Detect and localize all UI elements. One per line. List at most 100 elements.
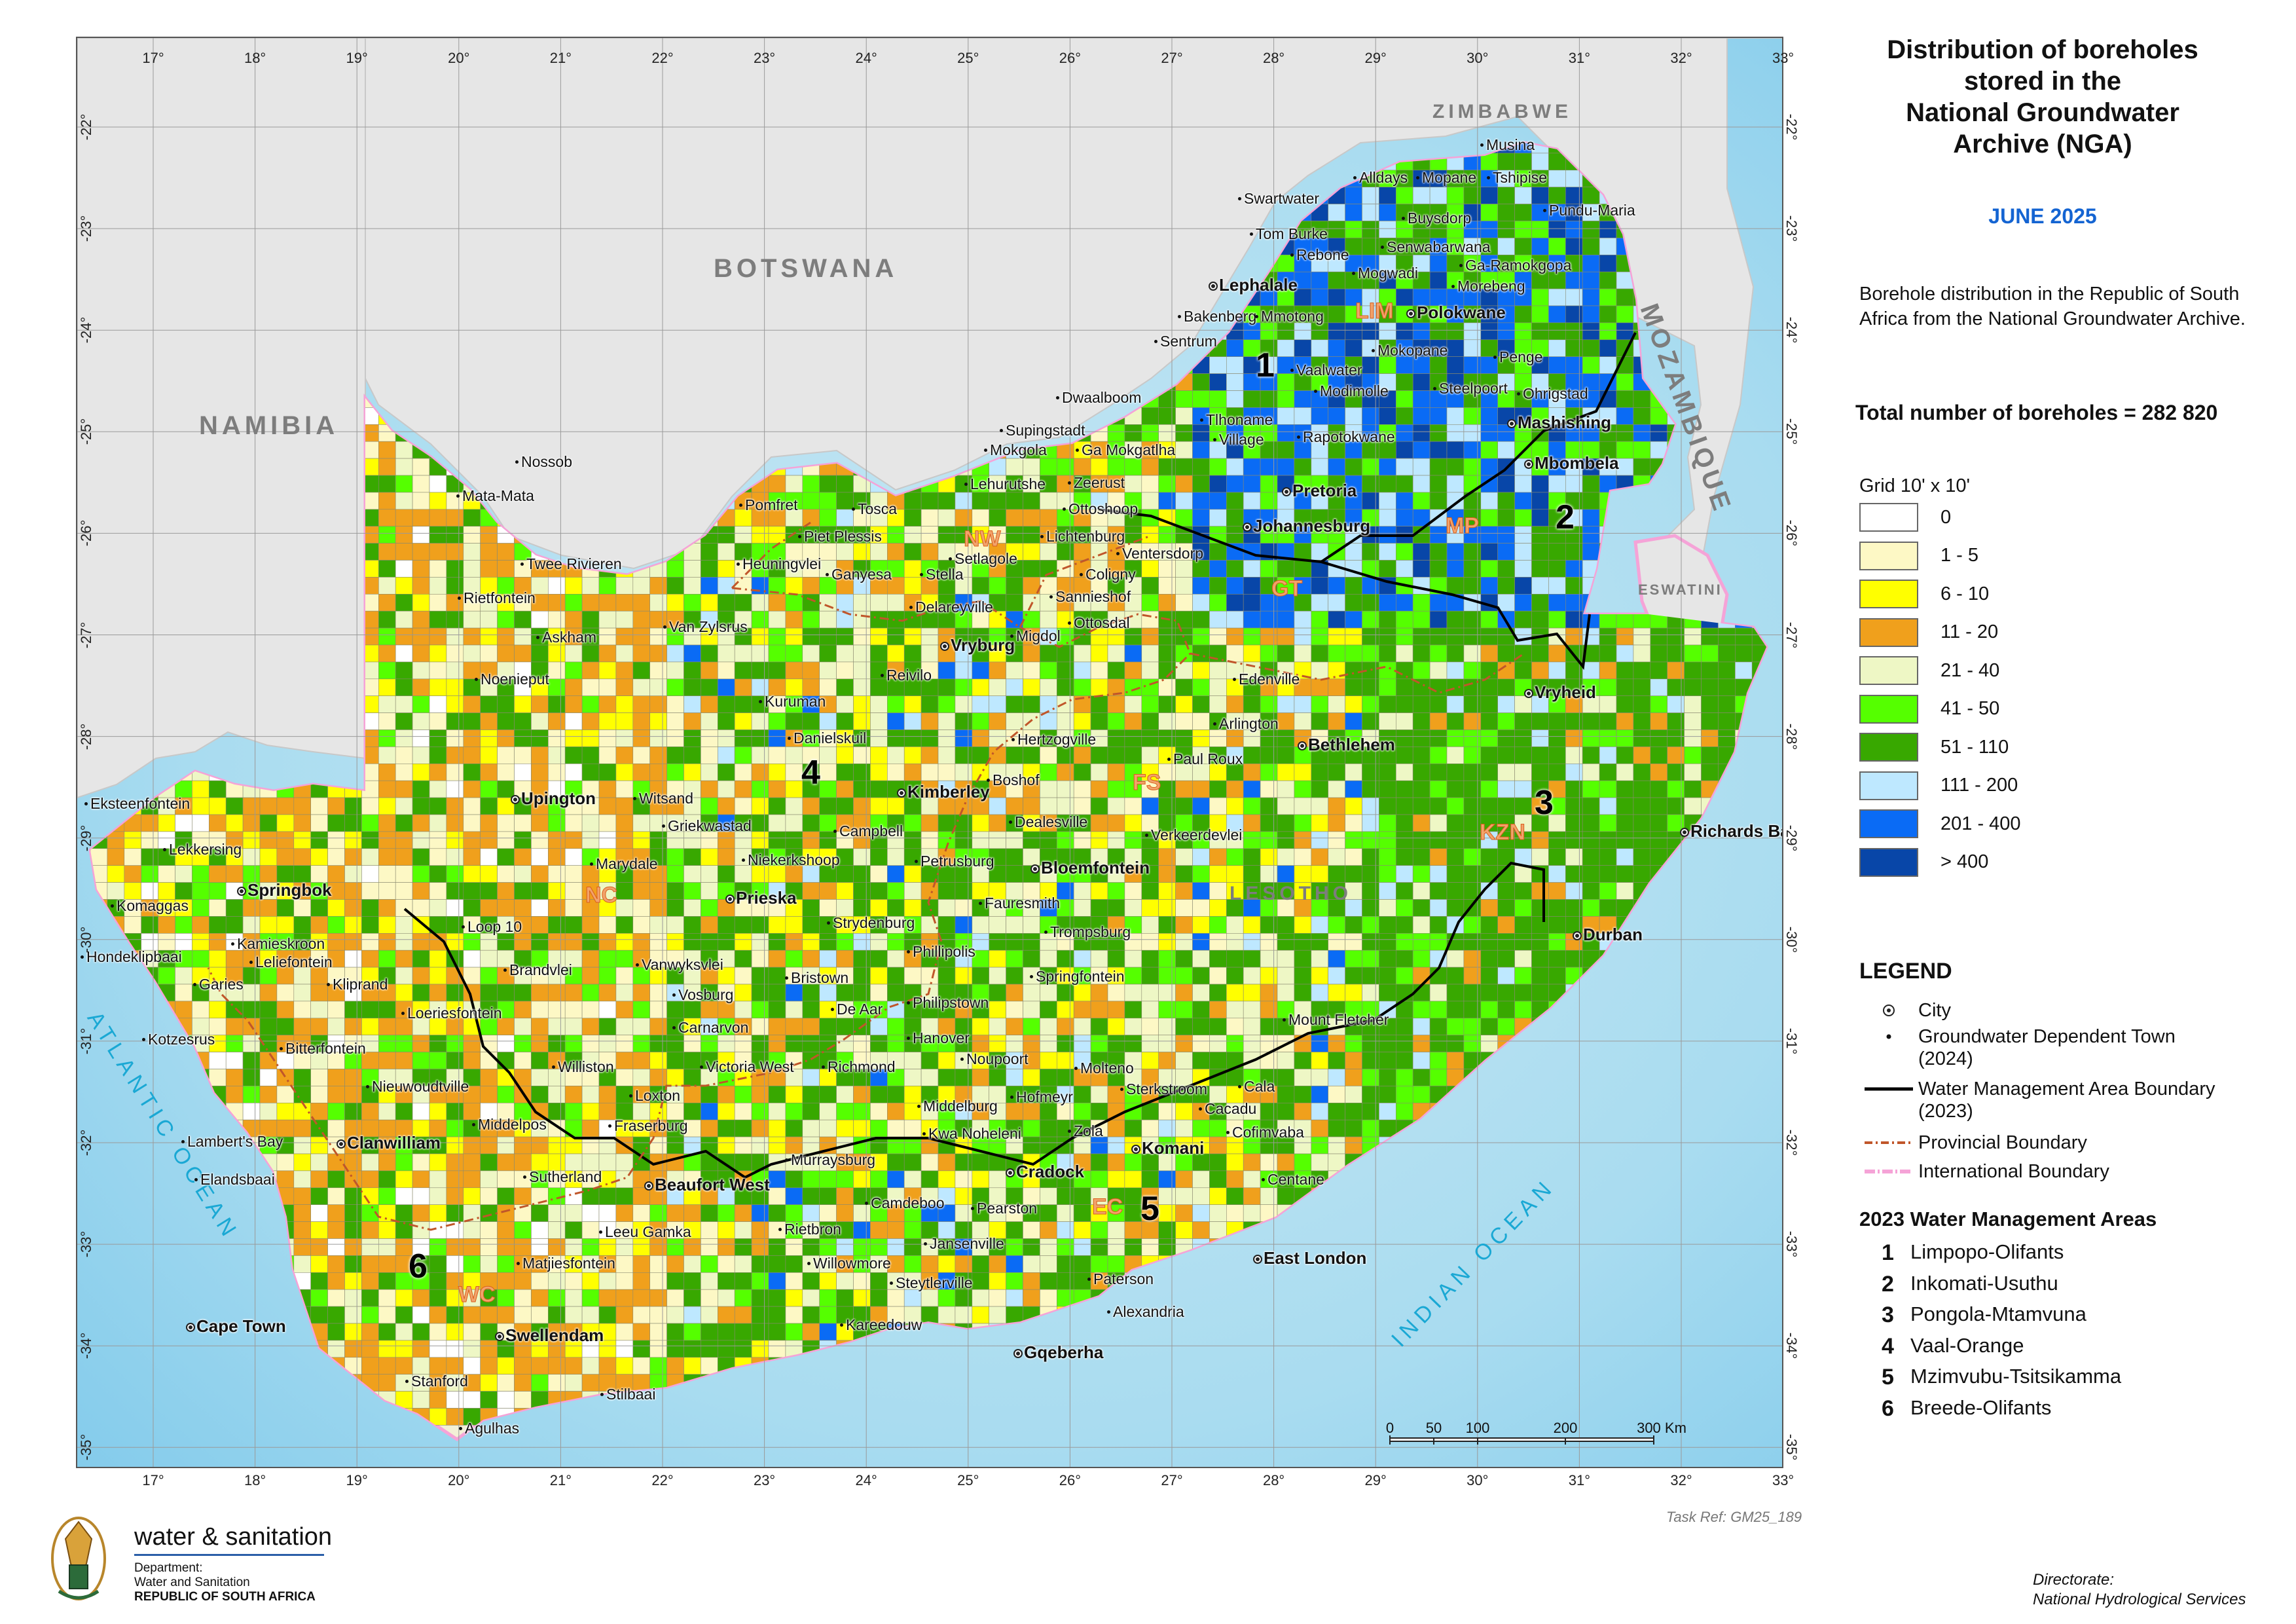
grid-cell	[531, 899, 549, 917]
grid-cell	[1412, 204, 1430, 221]
grid-cell	[751, 967, 769, 985]
grid-cell	[920, 814, 939, 832]
grid-cell	[429, 865, 447, 883]
grid-cell	[412, 712, 430, 730]
grid-cell	[1514, 153, 1532, 171]
grid-cell	[972, 577, 990, 595]
grid-cell	[1192, 577, 1210, 595]
grid-cell	[1362, 204, 1379, 221]
grid-cell	[1531, 661, 1549, 680]
grid-cell	[734, 797, 752, 815]
grid-cell	[1379, 712, 1396, 730]
grid-cell	[1023, 560, 1040, 578]
grid-cell	[1497, 780, 1515, 798]
grid-cell	[1345, 458, 1362, 476]
grid-cell	[1497, 882, 1515, 900]
grid-cell	[1684, 780, 1702, 798]
grid-cell	[1192, 610, 1210, 629]
grid-cell	[1345, 933, 1362, 951]
grid-cell	[158, 865, 175, 883]
grid-cell	[1480, 322, 1499, 341]
grid-cell	[887, 526, 905, 544]
grid-cell	[1362, 848, 1379, 866]
grid-cell	[972, 509, 990, 526]
grid-cell	[1650, 831, 1668, 849]
grid-cell	[802, 882, 820, 900]
grid-cell	[853, 797, 871, 815]
grid-cell	[1667, 780, 1685, 798]
grid-cell	[989, 509, 1006, 526]
grid-cell	[734, 780, 752, 798]
grid-cell	[1073, 764, 1091, 781]
grid-cell	[1531, 593, 1549, 612]
grid-cell	[463, 933, 481, 951]
grid-cell	[581, 814, 600, 832]
grid-cell	[480, 797, 498, 815]
grid-cell	[972, 764, 990, 781]
grid-cell	[819, 831, 837, 849]
grid-cell	[209, 882, 227, 900]
grid-cell	[632, 747, 650, 764]
grid-cell	[1480, 577, 1499, 595]
grid-cell	[1379, 865, 1396, 883]
grid-cell	[1514, 204, 1532, 221]
map-frame[interactable]: ZIMBABWE BOTSWANA NAMIBIA MOZAMBIQUE ESW…	[76, 37, 1783, 1468]
grid-cell	[903, 627, 922, 646]
grid-cell	[378, 916, 396, 934]
grid-cell	[1379, 848, 1396, 866]
grid-cell	[463, 797, 481, 815]
grid-cell	[1616, 695, 1634, 713]
grid-cell	[1057, 475, 1074, 493]
grid-cell	[598, 729, 617, 747]
grid-cell	[259, 831, 278, 849]
grid-cell	[1328, 339, 1345, 357]
grid-cell	[1192, 661, 1210, 680]
grid-cell	[446, 882, 464, 900]
grid-cell	[1192, 780, 1210, 798]
grid-cell	[1396, 797, 1413, 815]
grid-cell	[1023, 933, 1040, 951]
grid-cell	[395, 475, 413, 493]
grid-cell	[1209, 560, 1227, 578]
grid-cell	[1531, 322, 1549, 341]
grid-cell	[412, 678, 430, 696]
grid-cell	[429, 950, 447, 968]
grid-cell	[819, 475, 837, 493]
grid-cell	[836, 593, 854, 612]
grid-cell	[632, 712, 650, 730]
grid-cell	[955, 882, 973, 900]
grid-cell	[1565, 305, 1583, 323]
grid-cell	[361, 899, 379, 917]
grid-cell	[1429, 712, 1448, 730]
grid-cell	[1294, 916, 1312, 934]
grid-cell	[1650, 661, 1668, 680]
grid-cell	[598, 695, 617, 713]
grid-cell	[1141, 933, 1159, 951]
grid-cell	[446, 695, 464, 713]
grid-cell	[870, 933, 888, 951]
grid-cell	[1396, 187, 1413, 204]
grid-cell	[497, 848, 515, 866]
grid-cell	[1396, 509, 1413, 526]
grid-cell	[225, 814, 244, 832]
grid-cell	[615, 627, 634, 646]
grid-cell	[1701, 661, 1719, 680]
grid-cell	[1209, 865, 1227, 883]
grid-cell	[1412, 424, 1430, 442]
grid-cell	[1396, 593, 1413, 612]
grid-cell	[1345, 644, 1362, 663]
grid-cell	[1480, 339, 1499, 357]
grid-cell	[903, 747, 922, 764]
grid-cell	[836, 661, 854, 680]
grid-cell	[395, 712, 413, 730]
grid-cell	[1701, 764, 1719, 781]
grid-cell	[1175, 560, 1193, 578]
grid-cell	[836, 950, 854, 968]
grid-cell	[955, 729, 973, 747]
grid-cell	[1141, 475, 1159, 493]
grid-cell	[1497, 221, 1515, 238]
grid-cell	[615, 610, 634, 629]
grid-cell	[1514, 187, 1532, 204]
grid-cell	[1412, 322, 1430, 341]
grid-cell	[1006, 492, 1023, 510]
